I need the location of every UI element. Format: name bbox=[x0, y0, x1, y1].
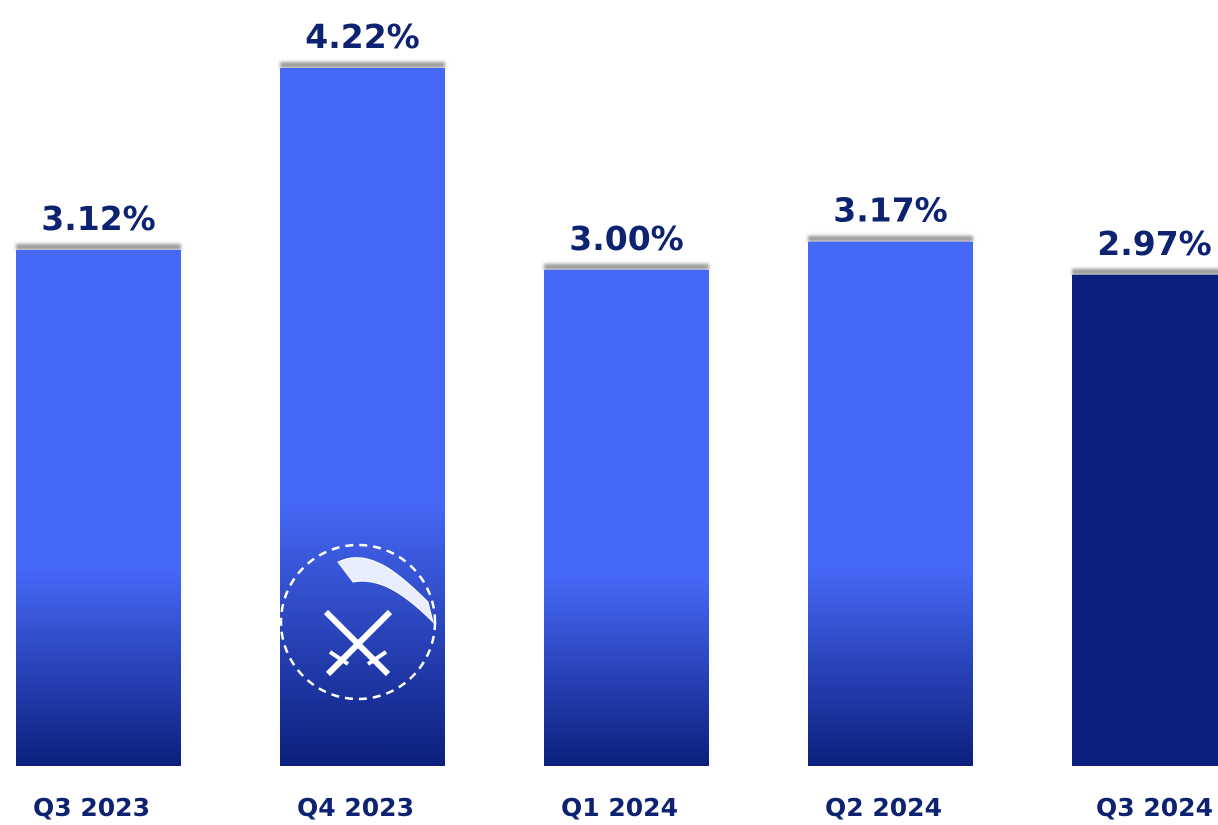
value-label: 3.17% bbox=[833, 191, 948, 230]
bar-shadow bbox=[16, 243, 181, 250]
x-tick-label: Q3 2024 bbox=[1096, 793, 1213, 822]
value-label: 3.00% bbox=[569, 219, 684, 258]
value-label: 3.12% bbox=[41, 199, 156, 238]
bar bbox=[808, 241, 973, 767]
bar-shadow bbox=[544, 263, 709, 270]
x-tick-label: Q4 2023 bbox=[297, 793, 414, 822]
value-label: 2.97% bbox=[1097, 224, 1212, 263]
bar bbox=[16, 249, 181, 767]
bar bbox=[1072, 274, 1218, 766]
bar-shadow bbox=[808, 235, 973, 242]
bar bbox=[280, 68, 445, 766]
x-tick-label: Q3 2023 bbox=[33, 793, 150, 822]
emblem bbox=[279, 543, 437, 701]
bar bbox=[544, 269, 709, 766]
x-tick-label: Q1 2024 bbox=[561, 793, 678, 822]
value-label: 4.22% bbox=[305, 17, 420, 56]
bar-shadow bbox=[280, 62, 445, 68]
x-tick-label: Q2 2024 bbox=[825, 793, 942, 822]
bar-shadow bbox=[1072, 268, 1218, 275]
bars bbox=[16, 62, 1218, 767]
